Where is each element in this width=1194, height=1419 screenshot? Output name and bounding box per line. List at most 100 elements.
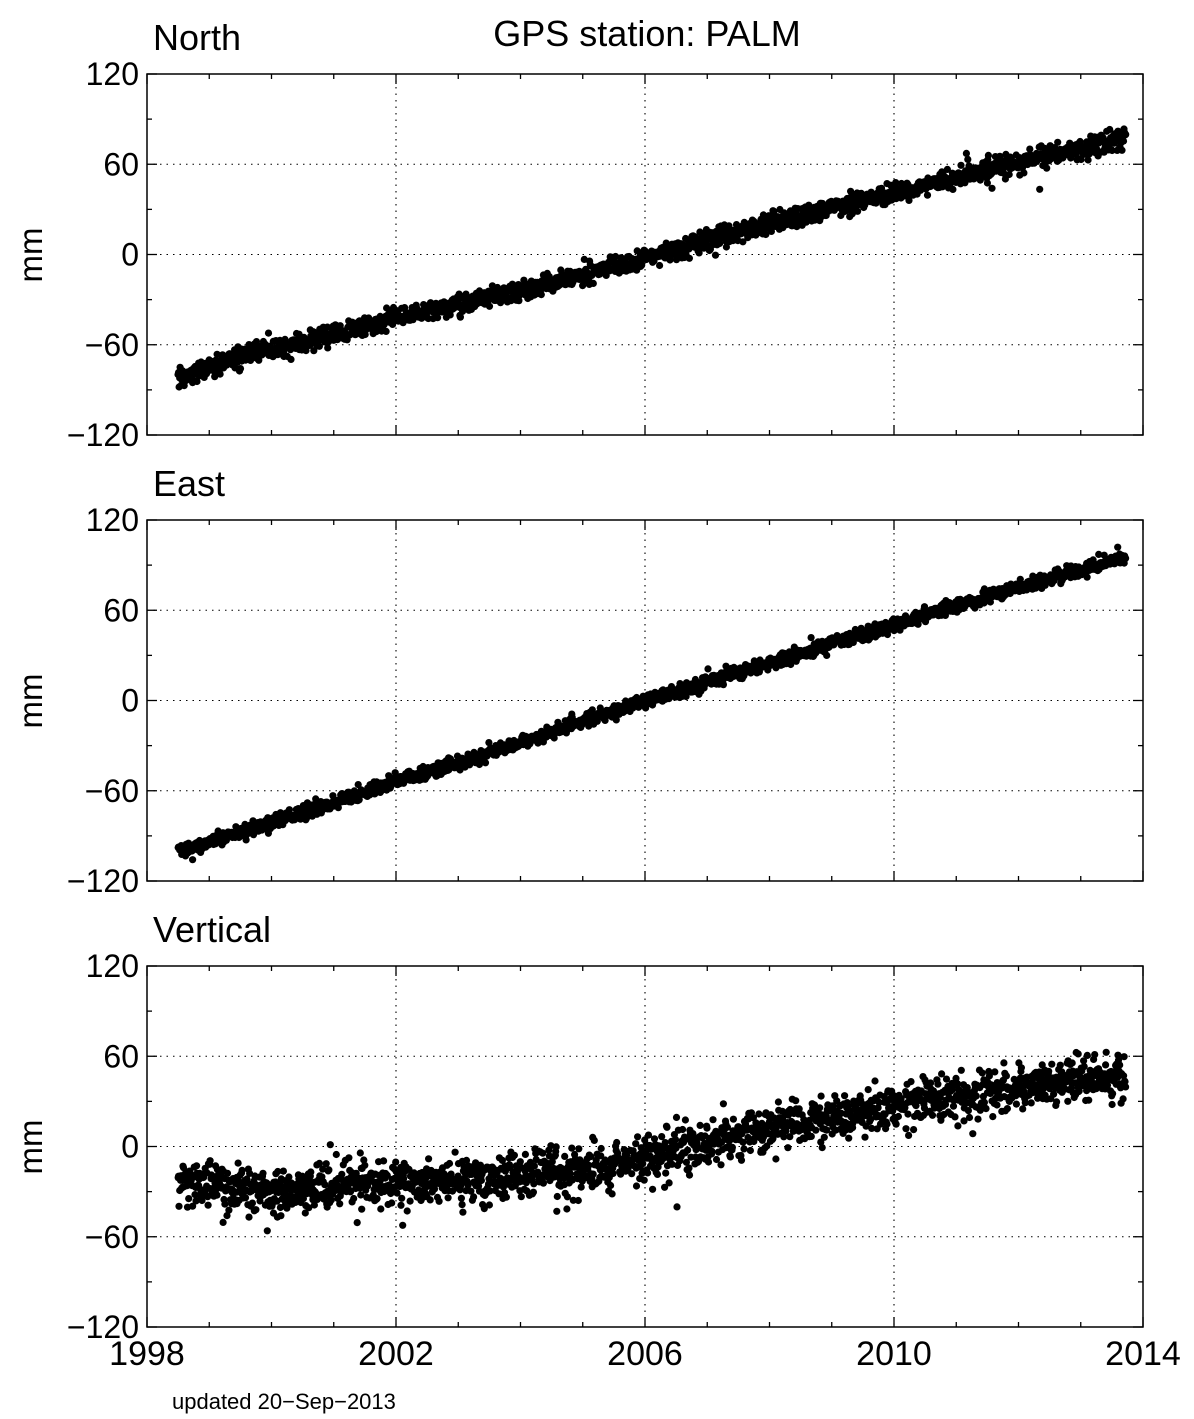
data-point bbox=[345, 1154, 353, 1162]
y-tick-label: −60 bbox=[85, 327, 139, 363]
data-point bbox=[553, 1207, 561, 1215]
y-tick-label: 0 bbox=[121, 237, 139, 273]
data-point bbox=[223, 1169, 232, 1177]
data-point bbox=[633, 247, 641, 255]
data-point bbox=[529, 1188, 538, 1196]
data-point bbox=[516, 1158, 524, 1166]
data-point bbox=[632, 1182, 641, 1190]
data-point bbox=[607, 1181, 615, 1190]
data-point bbox=[225, 1206, 233, 1214]
data-point bbox=[485, 302, 494, 310]
data-point bbox=[807, 634, 815, 642]
y-tick-label: −120 bbox=[67, 417, 139, 453]
data-point bbox=[722, 243, 731, 251]
data-point bbox=[964, 155, 972, 163]
data-point bbox=[665, 1179, 673, 1187]
data-point bbox=[653, 1170, 662, 1178]
data-point bbox=[435, 1197, 443, 1205]
y-tick-label: −120 bbox=[67, 863, 139, 899]
data-point bbox=[392, 1158, 400, 1166]
data-point bbox=[246, 356, 255, 364]
data-point bbox=[332, 1150, 340, 1159]
data-point bbox=[324, 344, 332, 352]
data-point bbox=[644, 1131, 653, 1139]
data-point bbox=[204, 1201, 212, 1209]
data-point bbox=[245, 1213, 253, 1221]
data-points-vertical bbox=[174, 1048, 1130, 1235]
data-point bbox=[521, 1150, 530, 1158]
data-point bbox=[634, 1133, 642, 1141]
data-point bbox=[716, 239, 724, 248]
data-point bbox=[612, 252, 620, 261]
data-point bbox=[552, 1143, 560, 1151]
data-point bbox=[457, 1194, 465, 1202]
data-point bbox=[1122, 130, 1130, 138]
data-point bbox=[325, 1166, 333, 1174]
data-point bbox=[695, 249, 703, 257]
data-point bbox=[923, 191, 932, 199]
data-point bbox=[1118, 146, 1126, 154]
data-point bbox=[589, 279, 597, 287]
data-point bbox=[704, 665, 712, 673]
data-point bbox=[539, 1149, 547, 1157]
data-point bbox=[561, 1152, 569, 1160]
data-point bbox=[213, 350, 221, 358]
data-point bbox=[1043, 164, 1051, 172]
data-point bbox=[356, 1149, 364, 1157]
data-point bbox=[767, 227, 776, 235]
data-point bbox=[685, 1171, 694, 1179]
data-point bbox=[213, 1191, 221, 1199]
data-point bbox=[539, 1179, 548, 1187]
data-point bbox=[287, 355, 295, 363]
data-point bbox=[770, 207, 778, 216]
data-point bbox=[241, 1194, 250, 1202]
data-point bbox=[388, 1199, 396, 1207]
data-point bbox=[206, 1157, 214, 1165]
data-point bbox=[510, 1151, 518, 1159]
data-point bbox=[252, 1206, 260, 1214]
data-point bbox=[234, 1159, 242, 1167]
data-point bbox=[1083, 573, 1091, 581]
data-point bbox=[649, 1185, 657, 1193]
data-point bbox=[236, 365, 245, 373]
y-tick-label: −60 bbox=[85, 773, 139, 809]
data-point bbox=[644, 1169, 652, 1177]
data-point bbox=[382, 327, 390, 335]
data-point bbox=[962, 149, 971, 157]
data-point bbox=[380, 1157, 388, 1165]
data-point bbox=[671, 1135, 680, 1144]
data-point bbox=[259, 1169, 267, 1177]
data-point bbox=[638, 261, 646, 269]
data-point bbox=[685, 1164, 693, 1172]
data-point bbox=[425, 1155, 433, 1163]
data-point bbox=[216, 370, 224, 378]
data-point bbox=[426, 1196, 434, 1204]
data-point bbox=[315, 342, 323, 350]
data-point bbox=[719, 681, 728, 689]
data-points-north bbox=[174, 125, 1130, 391]
data-point bbox=[1122, 554, 1130, 562]
data-point bbox=[398, 1194, 406, 1202]
data-point bbox=[1084, 156, 1092, 164]
panel-title: Vertical bbox=[153, 909, 271, 950]
data-point bbox=[397, 1201, 405, 1209]
data-point bbox=[949, 185, 957, 193]
data-point bbox=[321, 1181, 329, 1189]
data-point bbox=[597, 1144, 605, 1153]
data-point bbox=[481, 759, 490, 767]
y-axis-label: mm bbox=[12, 674, 49, 729]
data-point bbox=[470, 1193, 478, 1201]
y-tick-label: 60 bbox=[103, 146, 139, 182]
data-point bbox=[458, 1201, 466, 1209]
y-tick-label: 120 bbox=[86, 56, 139, 92]
data-point bbox=[307, 1168, 315, 1176]
data-point bbox=[684, 1146, 692, 1154]
data-points-east bbox=[174, 543, 1130, 864]
data-point bbox=[575, 1145, 583, 1153]
data-point bbox=[353, 1219, 361, 1227]
data-point bbox=[358, 1205, 366, 1213]
data-point bbox=[663, 1123, 671, 1131]
